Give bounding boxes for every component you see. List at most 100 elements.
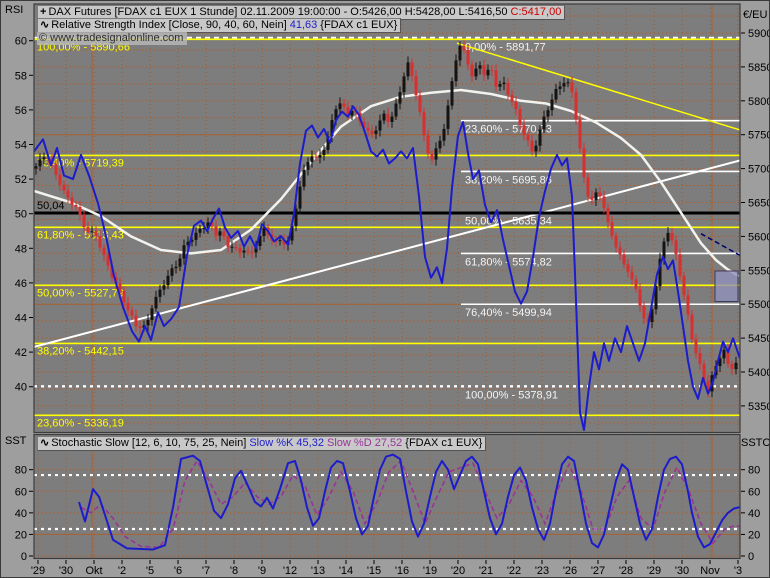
price-tick-label: 5850 xyxy=(748,62,770,74)
stoch-panel[interactable] xyxy=(34,434,740,559)
price-panel-bg[interactable] xyxy=(34,4,740,433)
rsi-title-suffix: {FDAX c1 EUX} xyxy=(317,19,398,31)
time-tick-label: '16 xyxy=(395,565,409,577)
stochastic-title-bar[interactable]: ∿ Stochastic Slow [12, 6, 10, 75, 25, Nei… xyxy=(37,436,487,451)
downtrend-line[interactable] xyxy=(456,42,740,131)
time-tick-label: '29 xyxy=(647,565,661,577)
time-tick-label: '29 xyxy=(31,565,45,577)
time-tick-label: Okt xyxy=(85,565,102,577)
drag-handle-icon: + xyxy=(40,6,47,18)
rsi-value: 41,63 xyxy=(289,19,318,31)
instrument-title-text: DAX Futures [FDAX c1 EUX 1 Stunde] 02.11… xyxy=(48,6,511,18)
moving-average-line xyxy=(34,88,740,277)
stoch-d-value: Slow %D 27,52 xyxy=(327,437,403,449)
time-tick-label: '21 xyxy=(479,565,493,577)
time-tick-label: '30 xyxy=(675,565,689,577)
time-tick-label: '22 xyxy=(507,565,521,577)
stoch-tick-label: 80 xyxy=(748,465,760,477)
stoch-d-line xyxy=(80,459,740,549)
rsi-tick-label: 52 xyxy=(15,174,27,186)
watermark: © www.tradesignalonline.com xyxy=(37,32,188,45)
stochastic-title-text: Stochastic Slow [12, 6, 10, 75, 25, Nein… xyxy=(51,437,250,449)
stoch-tick-label: 0 xyxy=(748,551,754,563)
rsi-tick-label: 50 xyxy=(15,209,27,221)
time-tick-label: '20 xyxy=(451,565,465,577)
price-tick-label: 5600 xyxy=(748,231,770,243)
time-tick-label: '6 xyxy=(174,565,182,577)
stoch-tick-label: 40 xyxy=(748,508,760,520)
fib-level-label: 76,40% - 5719,39 xyxy=(37,157,124,169)
time-tick-label: '2 xyxy=(118,565,126,577)
time-tick-label: '28 xyxy=(619,565,633,577)
stoch-tick-label: 20 xyxy=(748,529,760,541)
stoch-tick-label: 60 xyxy=(15,486,27,498)
stoch-tick-label: 0 xyxy=(21,551,27,563)
stoch-panel-bg[interactable] xyxy=(34,434,740,559)
fib-level-label: 38,20% - 5442,15 xyxy=(37,345,124,357)
fib-level-label: 0,00% - 5891,77 xyxy=(465,42,546,54)
rsi-tick-label: 46 xyxy=(15,278,27,290)
fib-level-label: 76,40% - 5499,94 xyxy=(465,307,552,319)
rsi-tick-label: 40 xyxy=(15,382,27,394)
price-tick-label: 5900 xyxy=(748,28,770,40)
stoch-k-value: Slow %K 45,32 xyxy=(249,437,324,449)
price-tick-label: 5800 xyxy=(748,96,770,108)
time-tick-label: '5 xyxy=(146,565,154,577)
stochastic-title-suffix: {FDAX c1 EUX} xyxy=(402,437,483,449)
time-tick-label: '13 xyxy=(311,565,325,577)
rsi-tick-label: 44 xyxy=(15,313,27,325)
price-tick-label: 5500 xyxy=(748,299,770,311)
rsi-50-label: 50,04 xyxy=(37,200,65,212)
stoch-tick-label: 40 xyxy=(15,508,27,520)
time-tick-label: '19 xyxy=(423,565,437,577)
price-tick-label: 5650 xyxy=(748,198,770,210)
bottom-panel-right-axis-title: SSTC xyxy=(741,437,770,449)
rsi-tick-label: 58 xyxy=(15,70,27,82)
time-tick-label: '7 xyxy=(202,565,210,577)
main-panel-right-axis-title: €/EU xyxy=(743,9,768,21)
fib-level-label: 23,60% - 5336,19 xyxy=(37,417,124,429)
price-panel-border xyxy=(33,3,741,434)
price-tick-label: 5400 xyxy=(748,367,770,379)
rsi-tick-label: 56 xyxy=(15,105,27,117)
rsi-line xyxy=(34,105,740,431)
stoch-tick-label: 80 xyxy=(15,465,27,477)
main-panel-left-axis-title: RSI xyxy=(5,4,24,16)
bottom-panel-left-axis-title: SST xyxy=(5,435,27,447)
price-tick-label: 5750 xyxy=(748,130,770,142)
time-tick-label: '8 xyxy=(230,565,238,577)
rsi-tick-label: 54 xyxy=(15,140,27,152)
stoch-axis[interactable]: 80 80 60 60 40 40 20 20 0 0 xyxy=(15,465,761,563)
rsi-axis[interactable]: 60 58 56 54 52 50 48 46 44 42 40 xyxy=(15,36,33,394)
fib-level-label: 38,20% - 5695,86 xyxy=(465,174,552,186)
fib-level-label: 23,60% - 5770,73 xyxy=(465,124,552,136)
close-value: C:5417,00 xyxy=(510,6,562,18)
time-axis[interactable]: '29 '30 Okt '2 '5 '6 '7 '8 '9 '12 '13 '14 '15 '16 '19 '… xyxy=(31,560,742,577)
time-tick-label: '27 xyxy=(591,565,605,577)
indicator-wave-icon: ∿ xyxy=(40,437,50,449)
stoch-tick-label: 60 xyxy=(748,486,760,498)
fib-level-label: 100,00% - 5378,91 xyxy=(465,389,558,401)
time-tick-label: Nov xyxy=(700,565,720,577)
rsi-tick-label: 60 xyxy=(15,36,27,48)
price-target-box[interactable] xyxy=(714,270,739,302)
price-tick-label: 5450 xyxy=(748,333,770,345)
rsi-title-text: Relative Strength Index [Close, 90, 40, … xyxy=(51,19,290,31)
stoch-k-line xyxy=(78,453,740,551)
stoch-tick-label: 20 xyxy=(15,529,27,541)
rsi-indicator-title-bar[interactable]: ∿ Relative Strength Index [Close, 90, 40,… xyxy=(37,18,402,33)
rsi-tick-label: 42 xyxy=(15,347,27,359)
price-tick-label: 5700 xyxy=(748,164,770,176)
time-tick-label: '12 xyxy=(283,565,297,577)
time-tick-label: '26 xyxy=(563,565,577,577)
time-tick-label: '9 xyxy=(258,565,266,577)
indicator-wave-icon: ∿ xyxy=(40,19,50,31)
time-tick-label: '3 xyxy=(734,565,742,577)
time-tick-label: '30 xyxy=(59,565,73,577)
